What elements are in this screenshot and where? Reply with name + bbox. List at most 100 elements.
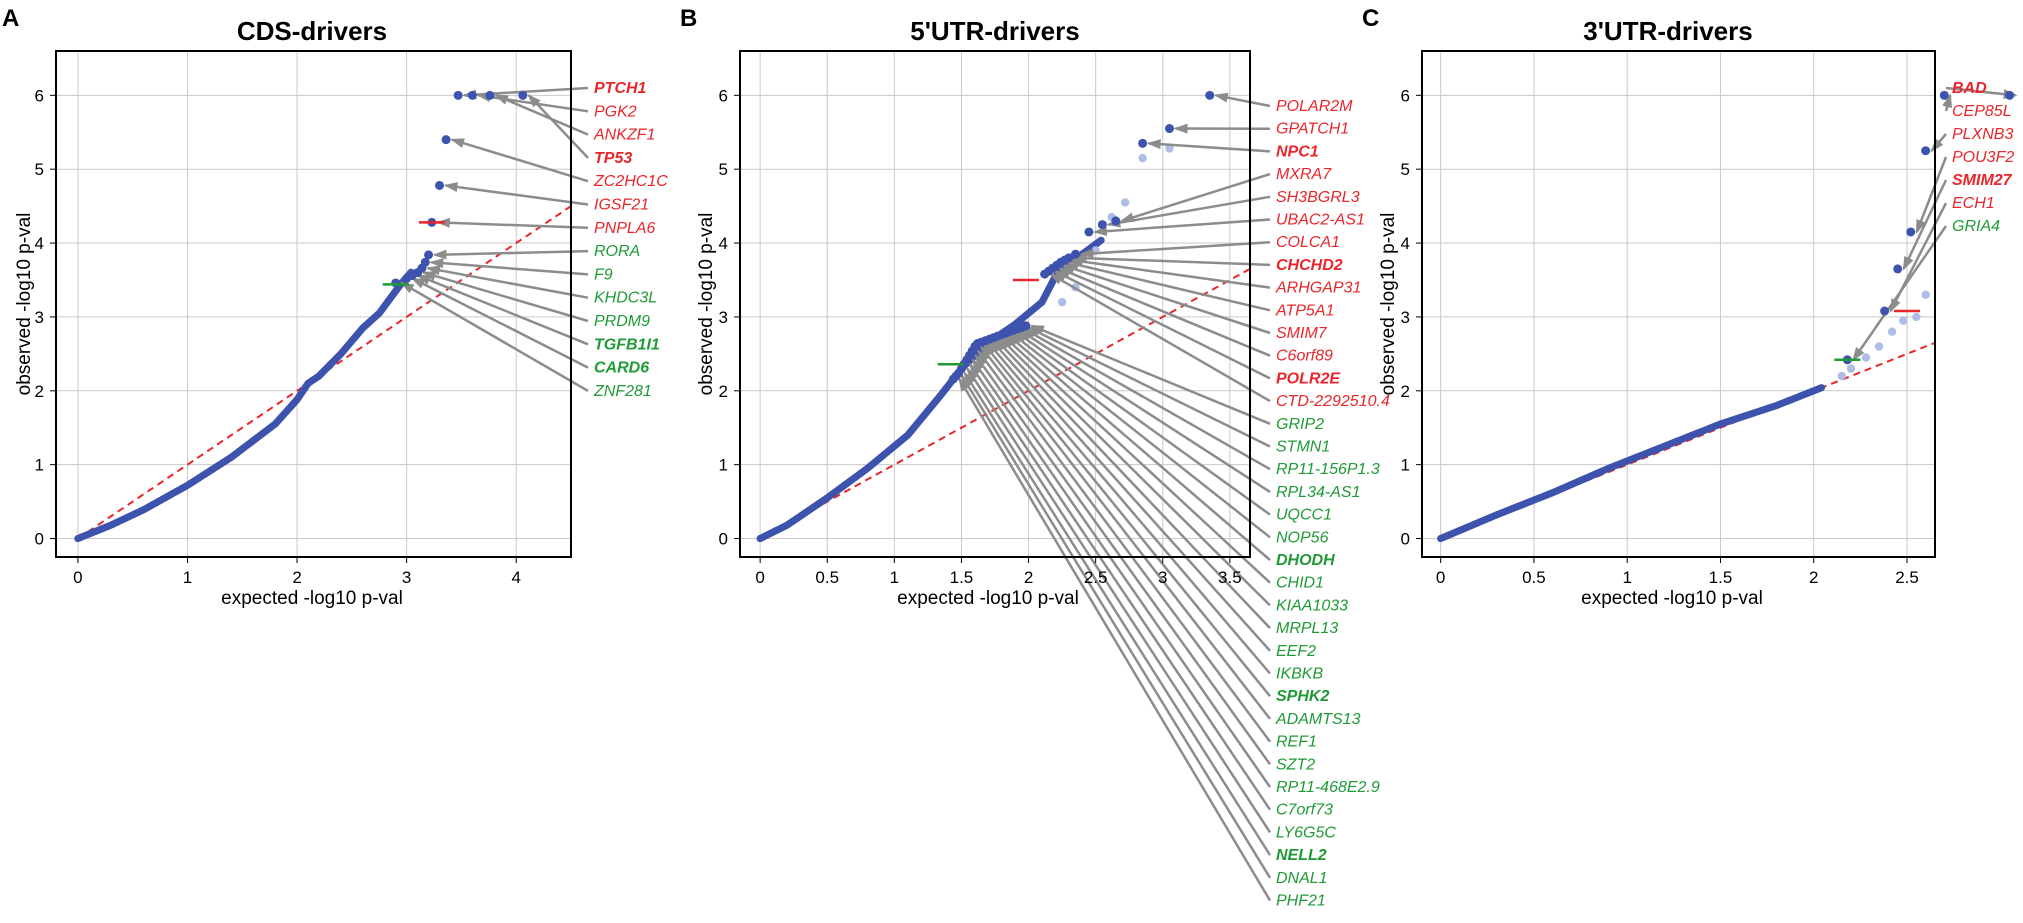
panel-a-gene-label: ANKZF1 (593, 127, 655, 144)
panel-a-x-tick-label: 1 (183, 568, 192, 587)
panel-a-y-tick-label: 3 (35, 308, 44, 327)
panel-a-driver-point (441, 135, 451, 145)
panel-b-gene-label: ADAMTS13 (1275, 711, 1361, 728)
panel-b-qq-point (1097, 236, 1105, 244)
panel-b-ticks: 0 0.5 1 1.5 2 2.5 3 3.5 0 1 2 3 4 5 6 (719, 86, 1242, 587)
panel-a-qq-points (74, 268, 415, 543)
panel-b-driver-point (1071, 249, 1081, 259)
panel-c-driver-arrow (1852, 225, 1948, 362)
panel-b-driver-arrow (969, 362, 1272, 811)
panel-a-driver-arrow (443, 182, 589, 206)
panel-b-driver-arrow (998, 336, 1271, 607)
panel-c-x-tick-label: 0 (1436, 568, 1445, 587)
panel-c-title: 3'UTR-drivers (1583, 16, 1752, 46)
panel-b-grid (740, 51, 1250, 557)
panel-b-x-tick-label: 1.5 (950, 568, 974, 587)
panel-a-gene-label: F9 (594, 266, 613, 283)
panel-b-driver-arrow (961, 374, 1272, 879)
panel-b-driver-arrow (1068, 256, 1271, 289)
panel-c-gene-label: BAD (1952, 80, 1987, 97)
panel-c-light-point (1887, 327, 1897, 336)
panel-a-gene-label: ZC2HC1C (593, 173, 668, 190)
panel-a-driver-point (485, 90, 495, 100)
panel-b-driver-arrow (974, 353, 1272, 766)
panel-b-driver-arrow (1002, 334, 1271, 584)
panel-a-driver-arrow (527, 93, 589, 159)
panel-a-driver-point (435, 180, 445, 190)
panel-a-driver-arrow (410, 277, 589, 369)
panel-b-gene-label: GPATCH1 (1276, 121, 1349, 138)
panel-c-driver-arrow (1945, 86, 2018, 100)
panel-c-x-tick-label: 0.5 (1522, 568, 1546, 587)
panel-b-x-tick-label: 1 (890, 568, 899, 587)
panel-b-y-tick-label: 4 (719, 234, 728, 253)
panel-b-driver-arrow (1072, 253, 1271, 267)
panel-a-driver-arrow (432, 249, 589, 260)
panel-c-gene-label: ECH1 (1952, 195, 1995, 212)
panel-b-driver-arrow (1006, 333, 1271, 561)
panel-b-gene-label: NELL2 (1276, 847, 1327, 864)
panel-c-light-points (1837, 290, 1930, 381)
panel-b-driver-arrow (979, 344, 1271, 720)
panel-b-y-tick-label: 6 (719, 86, 728, 105)
panel-b-gene-label: CHCHD2 (1276, 257, 1343, 274)
panel-b-gene-label: UBAC2-AS1 (1276, 212, 1365, 229)
panel-a-driver-arrow (399, 281, 589, 392)
panel-a-grid (56, 51, 571, 557)
panel-b-gene-label: POLAR2M (1276, 98, 1353, 115)
panel-a-driver-arrow (450, 138, 589, 183)
panel-b-driver-arrow (966, 366, 1272, 834)
panel-a-driver-point (467, 90, 477, 100)
panel-b-gene-label: PHF21 (1276, 893, 1326, 910)
panel-b-driver-point (1097, 220, 1107, 230)
panel-b-y-tick-label: 3 (719, 308, 728, 327)
panel-c-light-point (1874, 342, 1884, 351)
panel-b-gene-label: NPC1 (1276, 143, 1319, 160)
panel-c-driver-point (1921, 146, 1931, 156)
panel-a-y-tick-label: 6 (35, 86, 44, 105)
panel-b-gene-label: CHID1 (1276, 575, 1324, 592)
panel-a-gene-label: ZNF281 (593, 383, 652, 400)
panel-b-driver-arrow (971, 358, 1272, 788)
panel-a-gene-label: TP53 (594, 150, 632, 167)
panel-a-x-tick-label: 0 (73, 568, 82, 587)
panel-b-gene-label: C6orf89 (1276, 348, 1333, 365)
panel-b-y-tick-label: 5 (719, 160, 728, 179)
panel-a-diagonal (77, 205, 572, 540)
panel-b-highlight-marks (937, 278, 1039, 366)
panel-c-y-tick-label: 0 (1401, 530, 1410, 549)
panel-b-x-tick-label: 2.5 (1084, 568, 1108, 587)
panel-a-gene-labels: PTCH1 PGK2 ANKZF1 TP53 ZC2HC1C IGSF21 PNPLA6 RO… (593, 80, 668, 400)
panel-c-driver-point (1880, 306, 1890, 316)
panel-b-gene-label: UQCC1 (1276, 507, 1332, 524)
panel-c-x-tick-label: 1.5 (1709, 568, 1733, 587)
panel-c-driver-point (1906, 227, 1916, 237)
panel-c-driver-points (1842, 90, 2015, 365)
panel-a-driver-point (391, 278, 401, 288)
panel-c-y-tick-label: 3 (1401, 308, 1410, 327)
panel-c-x-tick-label: 1 (1622, 568, 1631, 587)
panel-a-driver-arrow (421, 271, 589, 323)
panel-c-frame (1421, 50, 1936, 558)
panel-b-gene-label: RP11-468E2.9 (1276, 779, 1380, 796)
panel-a-gene-label: TGFB1I1 (594, 336, 660, 353)
panel-b-y-tick-label: 1 (719, 456, 728, 475)
panel-c-y-axis-label: observed -log10 p-val (1378, 213, 1399, 396)
panel-b-driver-arrow (1106, 195, 1271, 228)
panel-a-gene-label: PTCH1 (594, 80, 647, 97)
panel-b-gene-label: SH3BGRL3 (1276, 189, 1360, 206)
panel-c-gene-label: SMIM27 (1952, 172, 2013, 189)
panel-b-driver-point (1164, 124, 1174, 134)
panel-a-gene-label: RORA (594, 243, 640, 260)
panel-b-diagonal-line (759, 268, 1251, 540)
panel-b-gene-label: DHODH (1276, 552, 1335, 569)
panel-b-gene-label: STMN1 (1276, 439, 1330, 456)
panel-c-x-axis-label: expected -log10 p-val (1581, 588, 1763, 609)
panel-a-y-tick-label: 1 (35, 456, 44, 475)
panel-c-light-point (1837, 371, 1846, 381)
panel-c-driver-arrow (1915, 156, 1948, 234)
panel-a-frame (55, 50, 572, 558)
panel-a: A CDS-drivers PTCH1 PGK2 ANKZF1 TP53 ZC2HC1C… (2, 5, 668, 609)
panel-b-gene-label: DNAL1 (1276, 870, 1328, 887)
panel-c-light-point (1912, 312, 1921, 322)
